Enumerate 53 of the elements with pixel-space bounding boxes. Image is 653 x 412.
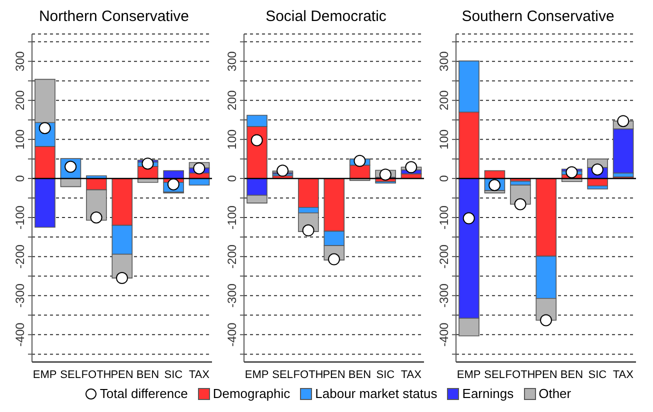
x-tick-label: SEL bbox=[484, 368, 505, 381]
legend-label: Total difference bbox=[98, 386, 188, 401]
x-tick-label: EMP bbox=[244, 368, 269, 381]
x-tick-label: BEN bbox=[348, 368, 372, 381]
x-tick-label: BEN bbox=[136, 368, 160, 381]
y-tick-label: -300 bbox=[225, 283, 239, 308]
y-tick-label: 0 bbox=[225, 174, 239, 182]
x-tick-label: FOTH bbox=[81, 368, 112, 381]
y-tick-label: -400 bbox=[225, 322, 239, 347]
x-tick-label: PEN bbox=[322, 368, 346, 381]
y-tick-label: 0 bbox=[437, 174, 451, 182]
chart-title: Northern Conservative bbox=[38, 8, 190, 27]
x-tick-label: SIC bbox=[376, 368, 395, 381]
chart-title: Southern Conservative bbox=[460, 8, 616, 27]
y-tick-label: 0 bbox=[13, 174, 27, 182]
y-tick-label: 300 bbox=[437, 51, 451, 72]
y-tick-label: 300 bbox=[13, 51, 27, 72]
y-tick-label: -100 bbox=[437, 205, 451, 230]
x-tick-label: BEN bbox=[560, 368, 584, 381]
y-tick-label: 100 bbox=[225, 129, 239, 150]
x-tick-label: FOTH bbox=[293, 368, 324, 381]
x-tick-label: SIC bbox=[588, 368, 607, 381]
y-tick-label: -100 bbox=[225, 205, 239, 230]
x-tick-label: PEN bbox=[110, 368, 134, 381]
y-tick-label: -200 bbox=[13, 244, 27, 269]
y-tick-label: -200 bbox=[437, 244, 451, 269]
y-tick-label: -400 bbox=[437, 322, 451, 347]
y-tick-label: -200 bbox=[225, 244, 239, 269]
chart-title: Social Democratic bbox=[264, 8, 388, 27]
y-tick-label: 200 bbox=[225, 90, 239, 110]
x-tick-label: TAX bbox=[612, 368, 634, 381]
x-tick-label: TAX bbox=[188, 368, 210, 381]
y-tick-label: -400 bbox=[13, 322, 27, 347]
legend-label: Demographic bbox=[212, 386, 290, 401]
y-tick-label: -300 bbox=[437, 283, 451, 308]
x-tick-label: FOTH bbox=[505, 368, 536, 381]
x-tick-label: SIC bbox=[164, 368, 183, 381]
y-tick-label: 200 bbox=[13, 90, 27, 110]
x-tick-label: TAX bbox=[400, 368, 422, 381]
legend-label: Labour market status bbox=[314, 386, 438, 401]
y-tick-label: 200 bbox=[437, 90, 451, 110]
y-tick-label: 100 bbox=[13, 129, 27, 150]
y-tick-label: 300 bbox=[225, 51, 239, 72]
y-tick-label: -100 bbox=[13, 205, 27, 230]
y-tick-label: 100 bbox=[437, 129, 451, 150]
x-tick-label: SEL bbox=[272, 368, 293, 381]
x-tick-label: PEN bbox=[534, 368, 558, 381]
y-tick-label: -300 bbox=[13, 283, 27, 308]
legend-label: Earnings bbox=[461, 386, 514, 401]
x-tick-label: EMP bbox=[456, 368, 481, 381]
x-tick-label: SEL bbox=[60, 368, 81, 381]
x-tick-label: EMP bbox=[32, 368, 57, 381]
legend-label: Other bbox=[538, 386, 572, 401]
